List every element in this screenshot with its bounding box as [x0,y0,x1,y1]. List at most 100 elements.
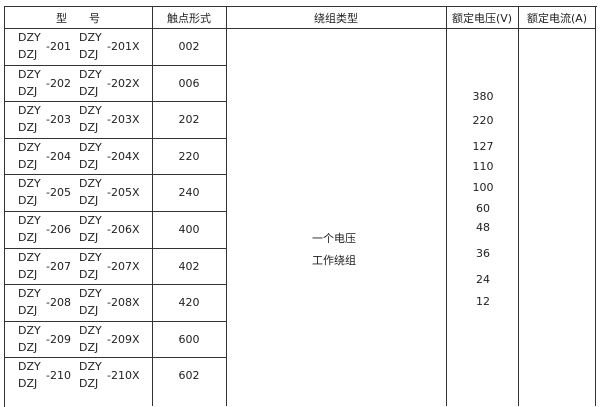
winding-line1: 一个电压 [312,232,356,245]
prefix-dzj: DZJ [79,84,99,98]
model-number: -207 [46,259,71,273]
model-number: -210 [46,369,71,383]
divider [152,6,153,406]
prefix-dzy: DZY [79,140,102,154]
voltage-value: 100 [472,181,494,194]
prefix-dzj: DZJ [18,231,38,244]
model-number: -205 [46,186,71,200]
prefix-dzy: DZY [18,104,41,118]
divider [595,6,596,406]
header-current: 额定电流(A) [526,12,588,25]
model-number-x: -210X [107,369,140,383]
prefix-dzy: DZY [79,31,102,44]
prefix-dzj: DZJ [18,304,38,318]
prefix-dzj: DZJ [18,194,38,208]
voltage-value: 110 [472,160,494,173]
row-divider [4,247,226,249]
row-divider [4,137,226,139]
prefix-dzy: DZY [79,214,102,227]
winding-line2: 工作绕组 [312,254,356,267]
voltage-value: 60 [476,202,490,215]
prefix-dzj: DZJ [79,304,99,318]
contact-form: 400 [178,223,200,236]
prefix-dzj: DZJ [18,157,38,171]
prefix-dzj: DZJ [79,267,99,281]
prefix-dzj: DZJ [18,340,38,354]
model-number-x: -202X [107,76,140,90]
model-number: -203 [46,113,71,127]
prefix-dzy: DZY [18,31,41,44]
prefix-dzj: DZJ [79,231,99,244]
prefix-dzj: DZJ [79,194,99,208]
prefix-dzj: DZJ [18,267,38,281]
prefix-dzy: DZY [18,177,41,191]
prefix-dzy: DZY [79,323,102,337]
divider [446,6,447,406]
model-number-x: -209X [107,332,140,346]
contact-form: 240 [178,186,200,200]
voltage-value: 36 [476,247,490,260]
row-divider [4,284,226,286]
model-number-x: -207X [107,259,140,273]
contact-form: 420 [178,296,200,310]
prefix-dzj: DZJ [18,121,38,135]
model-number-x: -201X [107,40,140,53]
prefix-dzy: DZY [79,287,102,301]
prefix-dzj: DZJ [18,84,38,98]
prefix-dzj: DZJ [18,377,38,391]
header-winding: 绕组类型 [314,12,358,25]
divider [518,6,519,406]
prefix-dzj: DZJ [18,48,38,61]
model-number-x: -206X [107,223,140,236]
voltage-value: 12 [476,295,490,308]
row-divider [4,211,226,212]
contact-form: 220 [178,149,200,163]
prefix-dzy: DZY [18,140,41,154]
model-number-x: -208X [107,296,140,310]
model-number-x: -203X [107,113,140,127]
header-contact: 触点形式 [167,12,211,25]
row-divider [4,101,226,103]
prefix-dzy: DZY [79,67,102,81]
row-divider [4,64,226,66]
contact-form: 006 [178,76,200,90]
voltage-value: 380 [472,90,494,103]
prefix-dzy: DZY [79,360,102,374]
model-number: -208 [46,296,71,310]
contact-form: 402 [178,259,200,273]
prefix-dzy: DZY [79,104,102,118]
contact-form: 202 [178,113,200,127]
row-divider [4,357,226,359]
header-voltage: 额定电压(V) [451,12,513,25]
prefix-dzj: DZJ [79,48,99,61]
model-number: -201 [46,40,71,53]
spec-table [4,6,597,407]
row-divider [4,174,226,176]
prefix-dzy: DZY [18,250,41,264]
voltage-value: 48 [476,221,490,234]
contact-form: 602 [178,369,200,383]
prefix-dzj: DZJ [79,121,99,135]
prefix-dzy: DZY [79,250,102,264]
model-number: -209 [46,332,71,346]
prefix-dzj: DZJ [79,340,99,354]
prefix-dzy: DZY [18,214,41,227]
model-number: -204 [46,149,71,163]
prefix-dzj: DZJ [79,157,99,171]
prefix-dzj: DZJ [79,377,99,391]
voltage-value: 127 [472,140,494,153]
model-number-x: -205X [107,186,140,200]
model-number: -206 [46,223,71,236]
prefix-dzy: DZY [18,67,41,81]
divider [4,28,596,29]
prefix-dzy: DZY [18,360,41,374]
contact-form: 002 [178,40,200,53]
header-model: 型 号 [56,12,100,25]
divider [226,6,227,406]
voltage-value: 220 [472,114,494,127]
model-number-x: -204X [107,149,140,163]
prefix-dzy: DZY [18,323,41,337]
voltage-value: 24 [476,273,490,286]
model-number: -202 [46,76,71,90]
contact-form: 600 [178,332,200,346]
